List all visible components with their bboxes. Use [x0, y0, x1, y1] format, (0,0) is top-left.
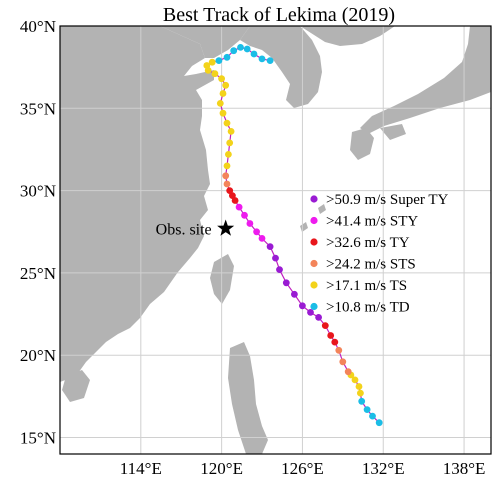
track-point-17-superty — [291, 290, 298, 298]
track-point-8-sts — [344, 368, 352, 376]
track-point-33-ts — [225, 151, 232, 158]
typhoon-track-points — [203, 44, 383, 427]
legend-marker-sty — [310, 216, 318, 225]
track-point-50-td — [243, 45, 251, 53]
lon-tick-label-1: 120°E — [200, 459, 243, 478]
lat-tick-label-5: 15°N — [20, 429, 56, 448]
lon-tick-label-0: 114°E — [120, 459, 162, 478]
track-point-19-superty — [276, 266, 283, 273]
land-layer — [60, 26, 491, 454]
track-point-53-td — [266, 57, 274, 64]
track-point-14-superty — [315, 314, 322, 321]
observation-site-label: Obs. site — [156, 221, 212, 238]
track-point-0-td — [375, 419, 383, 427]
track-point-45-ts — [208, 58, 216, 66]
track-point-29-ty — [226, 187, 234, 195]
land-japan-honshu — [360, 26, 491, 134]
track-point-1-td — [369, 412, 376, 420]
lat-tick-label-3: 25°N — [20, 264, 56, 283]
track-point-13-ty — [321, 322, 329, 329]
track-point-21-superty — [266, 243, 274, 251]
track-point-49-td — [237, 44, 244, 51]
lat-tick-label-4: 20°N — [20, 346, 56, 365]
lat-tick-label-2: 30°N — [20, 182, 56, 201]
land-japan-kyushu — [350, 128, 374, 160]
land-japan-shikoku — [380, 124, 406, 140]
legend-marker-superty — [310, 195, 318, 203]
land-ryukyu — [300, 204, 326, 232]
track-point-4-ts — [357, 389, 364, 397]
track-point-51-td — [250, 50, 258, 58]
category-legend: >50.9 m/s Super TY >41.4 m/s STY >32.6 m/s… — [310, 192, 449, 316]
track-point-44-ts — [203, 62, 211, 69]
legend-marker-td — [310, 302, 318, 311]
legend-label-ts: >17.1 m/s TS — [326, 278, 407, 294]
legend-label-superty: >50.9 m/s Super TY — [326, 192, 449, 208]
track-point-26-sty — [235, 203, 243, 211]
track-point-6-ts — [351, 376, 359, 384]
track-point-32-ts — [223, 162, 231, 170]
track-point-34-ts — [226, 139, 234, 147]
lon-tick-label-3: 132°E — [362, 459, 405, 478]
lat-tick-label-1: 35°N — [20, 99, 56, 118]
land-liaoning — [160, 26, 250, 58]
land-hainan — [62, 370, 90, 402]
track-point-18-superty — [282, 279, 290, 287]
observation-site-marker: Obs. site — [156, 219, 235, 238]
legend-label-sts: >24.2 m/s STS — [326, 257, 416, 273]
track-point-10-sts — [335, 346, 343, 354]
lon-tick-label-4: 138°E — [443, 459, 486, 478]
legend-label-td: >10.8 m/s TD — [326, 300, 410, 316]
track-point-25-sty — [241, 211, 248, 219]
track-point-24-sty — [246, 220, 254, 227]
track-point-52-td — [258, 55, 266, 63]
track-point-16-superty — [299, 302, 306, 310]
latitude-tick-labels: 40°N 35°N 30°N 25°N 20°N 15°N — [20, 17, 56, 448]
track-point-31-sts — [222, 172, 230, 180]
lon-tick-label-2: 126°E — [281, 459, 324, 478]
track-point-22-sty — [258, 235, 266, 242]
track-point-40-ts — [222, 81, 230, 89]
track-point-47-td — [223, 53, 231, 61]
track-point-2-td — [363, 406, 371, 413]
track-point-38-ts — [216, 100, 224, 107]
track-point-39-ts — [219, 90, 227, 97]
track-point-28-ty — [229, 192, 236, 200]
map-title: Best Track of Lekima (2019) — [163, 4, 395, 26]
land-russia — [300, 26, 395, 46]
track-point-11-ty — [331, 338, 339, 346]
track-point-35-ts — [227, 127, 235, 135]
track-point-30-sts — [223, 180, 231, 188]
track-point-37-ts — [219, 109, 227, 117]
land-korea — [240, 26, 322, 108]
track-point-42-ts — [211, 70, 219, 78]
legend-marker-ty — [310, 238, 318, 246]
legend-marker-sts — [310, 259, 318, 268]
track-point-20-superty — [272, 254, 279, 262]
longitude-tick-labels: 114°E 120°E 126°E 132°E 138°E — [120, 459, 486, 478]
track-point-12-ty — [327, 332, 335, 339]
track-point-5-ts — [355, 383, 363, 390]
legend-marker-ts — [310, 281, 318, 289]
track-point-48-td — [230, 47, 238, 55]
track-point-41-ts — [218, 75, 226, 83]
track-point-23-sty — [253, 228, 260, 236]
lat-tick-label-0: 40°N — [20, 17, 56, 36]
track-point-46-td — [215, 57, 223, 64]
legend-label-ty: >32.6 m/s TY — [326, 235, 410, 251]
observation-site-star-icon — [217, 219, 235, 236]
land-china — [60, 26, 214, 382]
track-point-15-superty — [307, 309, 314, 316]
track-point-9-sts — [339, 358, 347, 366]
map-frame — [59, 25, 492, 455]
track-point-36-ts — [223, 119, 231, 127]
track-point-3-td — [358, 397, 366, 405]
land-luzon — [228, 342, 268, 454]
legend-label-sty: >41.4 m/s STY — [326, 214, 418, 230]
